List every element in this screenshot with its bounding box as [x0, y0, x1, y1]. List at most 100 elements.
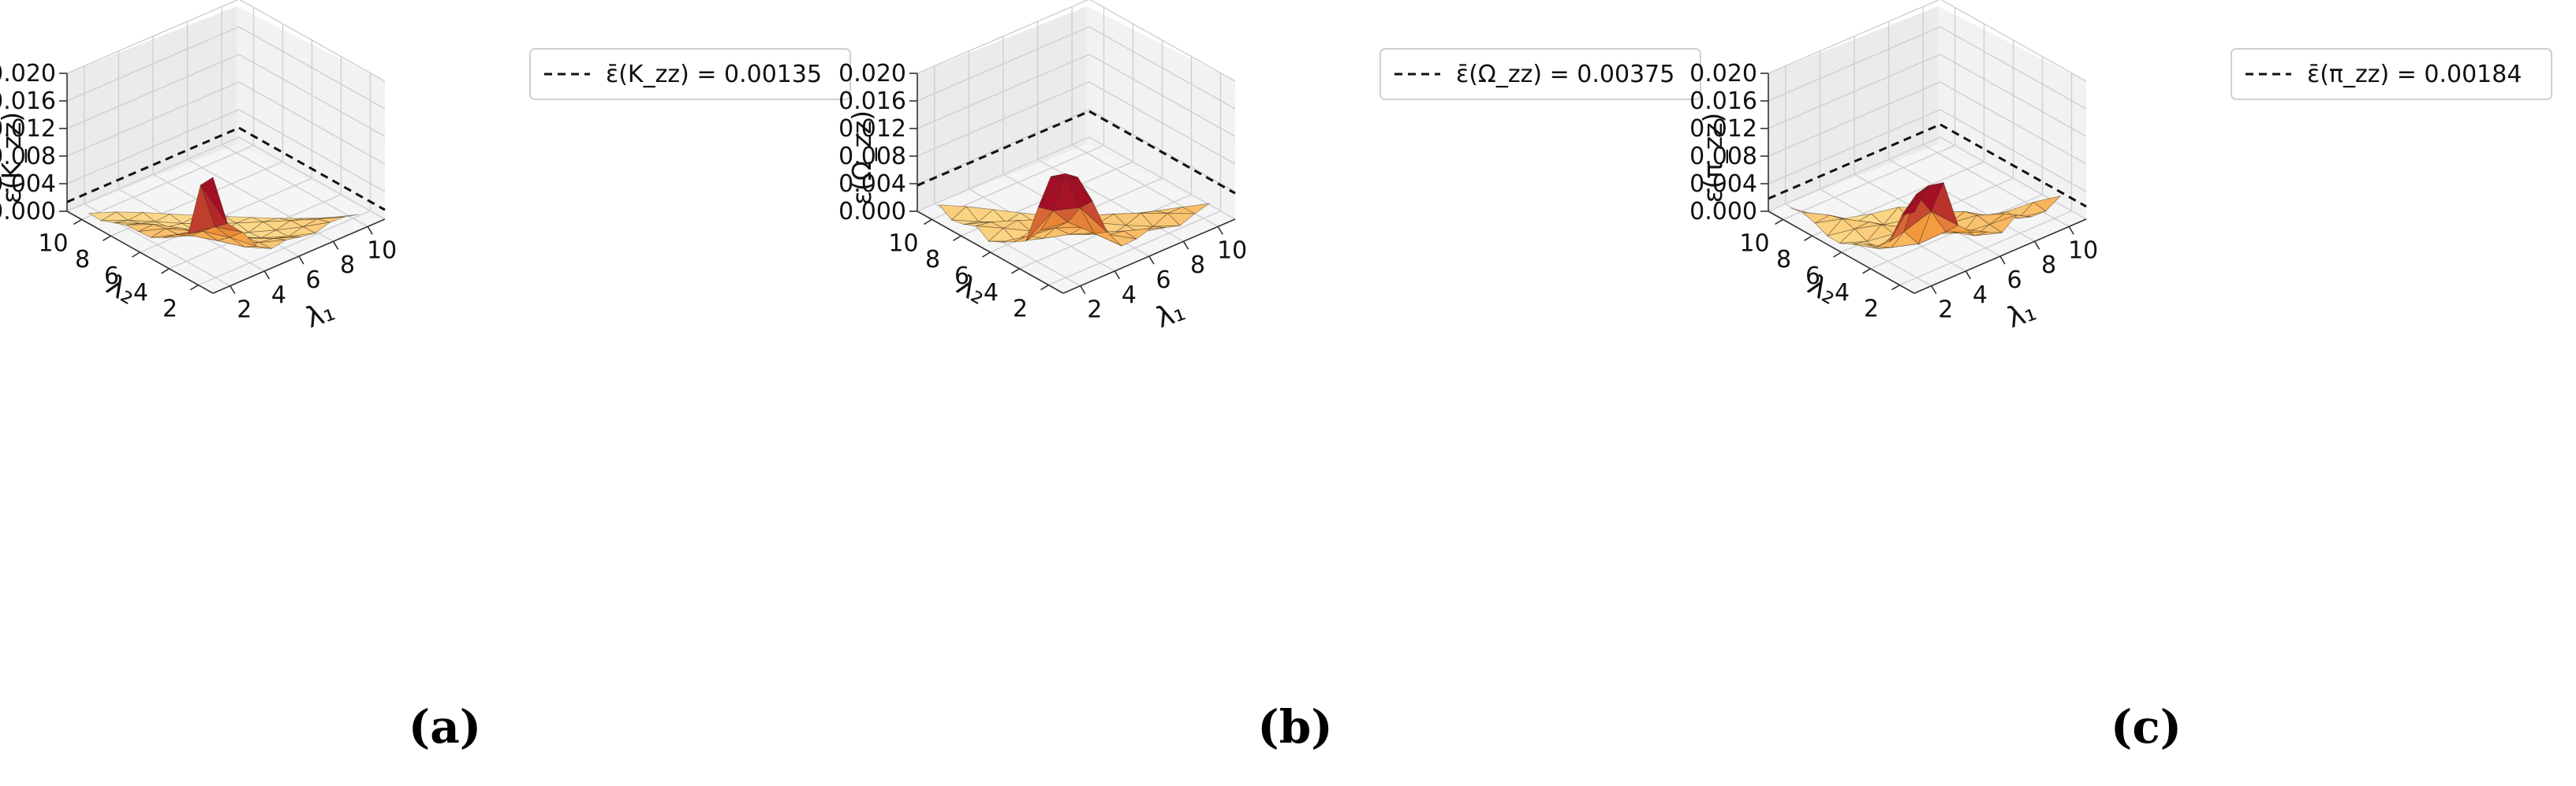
- legend: ε̄(Ω_zz) = 0.00375: [1379, 48, 1701, 100]
- y-tick: [161, 268, 170, 274]
- x-tick-label: 6: [1155, 266, 1170, 294]
- y-tick: [1011, 268, 1020, 274]
- grid-line: [1768, 26, 2087, 110]
- right-pane: [237, 6, 385, 219]
- mean-line: [238, 126, 386, 211]
- z-tick-label: 0.000: [1689, 198, 1757, 225]
- x-tick-label: 2: [1938, 296, 1953, 324]
- grid-line: [198, 210, 371, 286]
- grid-line: [1048, 210, 1221, 286]
- surface-facet: [1051, 176, 1078, 182]
- surface: [939, 173, 1210, 247]
- grid-line: [66, 136, 386, 220]
- y-tick: [924, 218, 932, 225]
- grid-line: [1899, 210, 2072, 286]
- x-tick-label: 4: [271, 281, 286, 309]
- x-tick: [1965, 270, 1972, 280]
- surface-facet: [1901, 184, 1929, 216]
- right-pane: [1938, 6, 2086, 219]
- x-tick-label: 8: [340, 251, 355, 279]
- y-tick-label: 6: [104, 263, 119, 290]
- z-tick-label: 0.012: [0, 115, 56, 143]
- y-tick: [190, 284, 199, 291]
- x-tick-label: 10: [367, 237, 397, 264]
- surface: [1790, 181, 2062, 249]
- panel-label: (b): [1257, 700, 1332, 754]
- y-tick-label: 6: [954, 263, 969, 290]
- y-tick: [1775, 218, 1783, 225]
- grid-line: [917, 81, 1236, 165]
- x-tick-label: 2: [237, 296, 252, 324]
- z-tick-label: 0.016: [838, 88, 906, 115]
- mean-line: [66, 126, 240, 203]
- z-tick-label: 0.004: [1689, 170, 1757, 198]
- y-tick: [1862, 268, 1871, 274]
- legend-label: ε̄(K_zz) = 0.00135: [606, 61, 822, 88]
- grid-line: [1768, 81, 2087, 165]
- y-tick-label: 8: [925, 246, 940, 274]
- mean-line: [917, 110, 1090, 187]
- back-pane: [917, 6, 1087, 211]
- z-tick-label: 0.004: [838, 170, 906, 198]
- x-axis-label: λ₁: [301, 295, 339, 335]
- y-tick-label: 2: [162, 296, 177, 323]
- y-tick: [1833, 251, 1842, 258]
- z-tick-label: 0.008: [1689, 143, 1757, 170]
- x-tick-label: 4: [1973, 281, 1988, 309]
- x-tick: [1931, 285, 1937, 295]
- grid-line: [917, 26, 1236, 110]
- x-tick-label: 10: [2068, 237, 2098, 264]
- x-tick-label: 2: [1087, 296, 1102, 324]
- z-tick-label: 0.004: [0, 170, 56, 198]
- y-tick-label: 2: [1013, 296, 1028, 323]
- y-tick-label: 6: [1805, 263, 1820, 290]
- x-tick-label: 6: [305, 266, 320, 294]
- legend-box: [529, 48, 851, 100]
- x-tick-label: 8: [1190, 251, 1205, 279]
- panel-label: (a): [409, 700, 481, 754]
- x-tick-label: 4: [1122, 281, 1137, 309]
- y-tick-label: 4: [1835, 279, 1850, 307]
- back-pane: [67, 6, 237, 211]
- grid-line: [66, 81, 386, 165]
- x-tick: [332, 240, 339, 250]
- grid-line: [66, 54, 386, 137]
- grid-line: [66, 0, 386, 82]
- y-tick: [1040, 284, 1049, 291]
- z-axis-label: ε(π_zz): [1697, 113, 1728, 203]
- z-tick-label: 0.016: [0, 88, 56, 115]
- x-tick: [298, 255, 304, 265]
- z-tick-label: 0.020: [1689, 60, 1757, 88]
- x-tick-label: 10: [1217, 237, 1247, 264]
- surface-facet: [200, 177, 228, 224]
- legend-label: ε̄(π_zz) = 0.00184: [2307, 61, 2522, 88]
- y-tick-label: 4: [984, 279, 999, 307]
- x-tick: [1080, 285, 1086, 295]
- chart-panel-c: 2468102468100.0000.0040.0080.0120.0160.0…: [1689, 0, 2552, 754]
- grid-line: [1768, 0, 2087, 82]
- x-axis-label: λ₁: [2003, 295, 2040, 335]
- legend-box: [1379, 48, 1701, 100]
- grid-line: [917, 0, 1236, 82]
- y-tick-label: 2: [1864, 296, 1879, 323]
- legend-box: [2231, 48, 2552, 100]
- x-tick: [1217, 225, 1223, 235]
- z-tick-label: 0.012: [838, 115, 906, 143]
- grid-line: [1768, 136, 2087, 220]
- surface: [88, 177, 360, 249]
- grid-line: [1783, 144, 1955, 221]
- x-tick: [2068, 225, 2074, 235]
- x-tick-label: 8: [2041, 251, 2056, 279]
- chart-panel-a: 2468102468100.0000.0040.0080.0120.0160.0…: [0, 0, 851, 754]
- y-tick: [73, 218, 82, 225]
- grid-line: [81, 144, 254, 221]
- panel-label: (c): [2111, 700, 2182, 754]
- chart-panel-b: 2468102468100.0000.0040.0080.0120.0160.0…: [838, 0, 1701, 754]
- grid-line: [1768, 109, 2087, 192]
- z-tick-label: 0.020: [838, 60, 906, 88]
- y-tick-label: 10: [38, 229, 68, 257]
- legend: ε̄(π_zz) = 0.00184: [2231, 48, 2552, 100]
- mean-line: [1768, 123, 1941, 200]
- x-tick: [367, 225, 373, 235]
